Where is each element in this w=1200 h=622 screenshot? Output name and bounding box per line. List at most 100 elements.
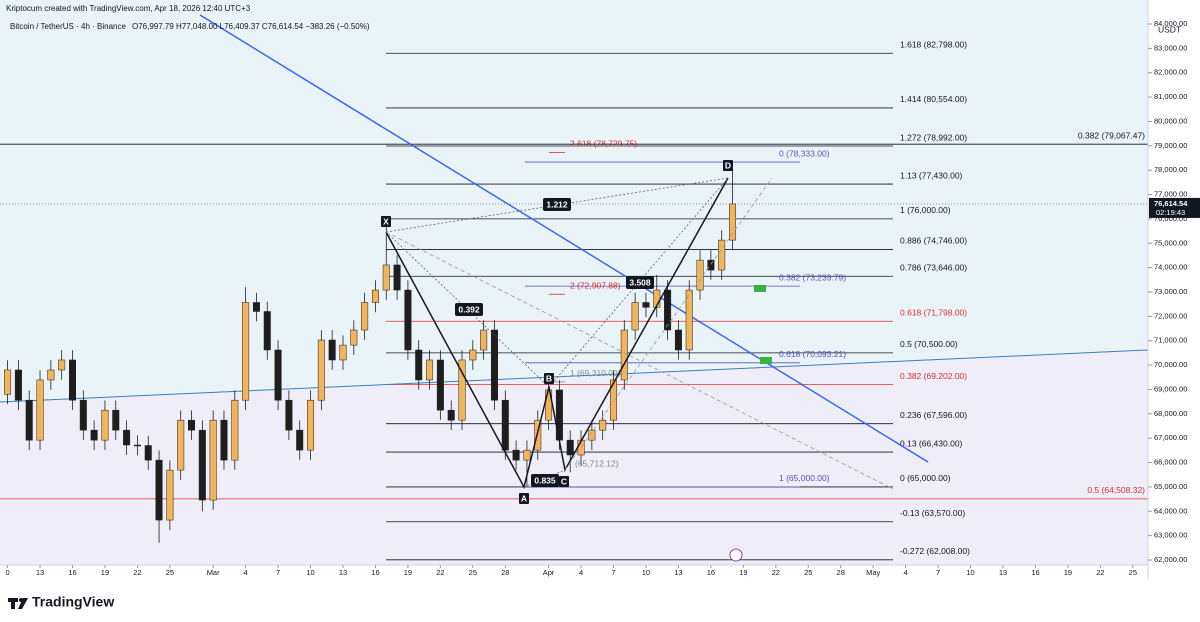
candle-body	[144, 445, 152, 461]
level-label: 0.886 (74,746.00)	[900, 236, 967, 246]
candle-body	[36, 379, 44, 441]
candle-body	[58, 359, 66, 371]
point-box	[559, 476, 569, 487]
x-tick-label: 25	[804, 568, 812, 577]
candle-body	[707, 259, 715, 271]
x-tick-label: 28	[501, 568, 509, 577]
candle-body	[14, 369, 22, 401]
x-tick-label: May	[866, 568, 880, 577]
c-price-label: (65,712.12)	[575, 458, 619, 468]
candle-body	[696, 259, 704, 291]
candle-body	[512, 449, 520, 461]
ratio-box	[626, 276, 654, 289]
support-trendline	[0, 349, 1149, 403]
level-label: 0.236 (67,596.00)	[900, 410, 967, 420]
y-tick-label: 75,000.00	[1154, 238, 1187, 247]
candle-body	[523, 449, 531, 461]
x-tick-label: 22	[436, 568, 444, 577]
candle-body	[79, 399, 87, 431]
candle-body	[317, 339, 325, 401]
level-label: -0.13 (63,570.00)	[900, 508, 965, 518]
x-tick-label: 25	[469, 568, 477, 577]
flag	[760, 357, 772, 364]
candle-body	[426, 359, 434, 381]
brand-name: TradingView	[32, 594, 114, 610]
x-tick-label: 16	[68, 568, 76, 577]
candle-body	[642, 302, 650, 308]
y-tick-label: 68,000.00	[1154, 409, 1187, 418]
candle-body	[350, 329, 358, 346]
candle-body	[188, 419, 196, 431]
cd-extension	[564, 177, 773, 471]
x-tick-label: 10	[306, 568, 314, 577]
y-tick-label: 73,000.00	[1154, 287, 1187, 296]
candle-body	[198, 429, 206, 501]
point-box	[519, 493, 529, 504]
credit: Kriptocum created with TradingView.com, …	[6, 4, 251, 13]
candle-body	[393, 264, 401, 291]
y-tick-label: 62,000.00	[1154, 555, 1187, 564]
candle-body	[242, 302, 250, 401]
candle-body	[415, 349, 423, 381]
y-tick-label: 65,000.00	[1154, 482, 1187, 491]
x-tick-label: 25	[166, 568, 174, 577]
candle-body	[501, 399, 509, 451]
candle-body	[274, 349, 282, 401]
countdown: 02:19:43	[1156, 208, 1185, 217]
logo	[18, 598, 28, 609]
level-label: 0.5 (70,500.00)	[900, 339, 958, 349]
x-tick-label: 4	[579, 568, 583, 577]
candle-body	[209, 419, 217, 501]
y-tick-label: 81,000.00	[1154, 92, 1187, 101]
candle-body	[436, 359, 444, 411]
level-label: 1 (76,000.00)	[900, 205, 951, 215]
candle-body	[220, 419, 228, 461]
candle-body	[729, 203, 737, 241]
x-tick-label: 28	[837, 568, 845, 577]
level-label: 0.382 (69,202.00)	[900, 371, 967, 381]
flag	[754, 285, 766, 292]
x-tick-label: 19	[404, 568, 412, 577]
point-box	[723, 160, 733, 171]
ac-leg	[523, 469, 566, 488]
x-tick-label: 13	[339, 568, 347, 577]
level-label: 1 (69,310.00)	[570, 368, 621, 378]
y-tick-label: 84,000.00	[1154, 19, 1187, 28]
y-tick-label: 64,000.00	[1154, 506, 1187, 515]
level-label: 1.618 (82,798.00)	[900, 40, 967, 50]
ratio-box	[543, 198, 571, 211]
symbol: Bitcoin / TetherUS · 4h · Binance	[10, 22, 126, 31]
candle-body	[404, 289, 412, 351]
brand: TradingView	[8, 594, 114, 610]
candle-body	[112, 409, 120, 431]
candle-body	[382, 264, 390, 291]
candle-body	[155, 459, 163, 521]
x-tick-label: 16	[371, 568, 379, 577]
point-box	[381, 216, 391, 227]
level-label: 0 (65,000.00)	[900, 473, 951, 483]
x-tick-label: 4	[244, 568, 248, 577]
level-label: 2.618 (78,729.75)	[570, 139, 637, 149]
candle-body	[631, 302, 639, 331]
point-label: B	[546, 373, 552, 383]
y-tick-label: 72,000.00	[1154, 311, 1187, 320]
time-axis	[0, 565, 1148, 580]
level-label: 0.13 (66,430.00)	[900, 438, 963, 448]
level-label: 1.13 (77,430.00)	[900, 170, 963, 180]
candle-body	[252, 302, 260, 312]
ratio-label: 0.392	[458, 304, 480, 314]
candle-body	[285, 399, 293, 431]
x-tick-label: 7	[611, 568, 615, 577]
y-tick-label: 66,000.00	[1154, 458, 1187, 467]
y-tick-label: 69,000.00	[1154, 384, 1187, 393]
y-tick-label: 83,000.00	[1154, 43, 1187, 52]
point-label: A	[521, 493, 527, 503]
ratio-label: 0.835	[534, 475, 556, 485]
x-tick-label: 22	[772, 568, 780, 577]
level-label: 0.618 (71,798.00)	[900, 308, 967, 318]
candle-body	[447, 409, 455, 421]
candle-body	[177, 419, 185, 471]
candle-body	[371, 289, 379, 303]
y-tick-label: 80,000.00	[1154, 116, 1187, 125]
